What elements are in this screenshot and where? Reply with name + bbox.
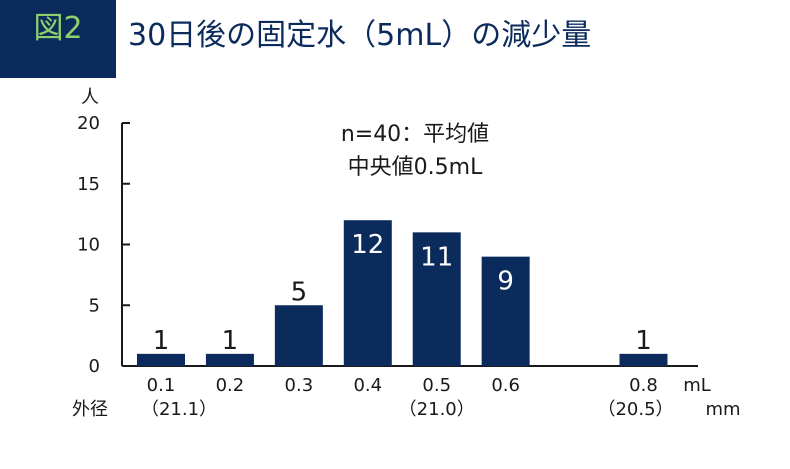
y-tick-label: 20	[77, 113, 100, 134]
outer-diameter-label: （21.0）	[399, 399, 475, 420]
bar	[137, 353, 185, 366]
bar	[205, 353, 254, 366]
bar-data-label: 1	[222, 326, 239, 356]
x-tick-label: 0.2	[216, 375, 245, 396]
bar	[619, 353, 668, 366]
y-tick-label: 15	[77, 174, 100, 195]
bar-data-label: 12	[351, 230, 384, 260]
figure-label-box: 図2	[0, 0, 116, 78]
annotation-line-1: n=40：平均値	[341, 122, 489, 147]
x-tick-label: 0.6	[491, 375, 520, 396]
outer-diameter-prefix: 外径	[72, 399, 108, 420]
bar	[481, 256, 530, 366]
bar	[412, 232, 461, 366]
y-tick-label: 10	[77, 235, 100, 256]
x-tick-label: 0.5	[422, 375, 451, 396]
bar-data-label: 9	[497, 267, 514, 297]
bar-data-label: 5	[291, 277, 308, 307]
bar	[343, 220, 392, 366]
outer-diameter-label: （20.5）	[597, 399, 673, 420]
bar-data-label: 1	[153, 326, 170, 356]
chart-title: 30日後の固定水（5mL）の減少量	[128, 18, 592, 53]
x-tick-label: 0.8	[629, 375, 658, 396]
bar-data-label: 11	[420, 242, 453, 272]
y-tick-label: 5	[89, 295, 100, 316]
bar	[274, 305, 323, 366]
outer-diameter-unit: mm	[705, 399, 740, 420]
y-axis-label: 人	[81, 87, 99, 108]
x-tick-label: 0.1	[147, 375, 176, 396]
outer-diameter-label: （21.1）	[141, 399, 217, 420]
x-axis-unit: mL	[683, 375, 711, 396]
annotation-line-2: 中央値0.5mL	[348, 155, 483, 180]
x-tick-label: 0.3	[285, 375, 314, 396]
bar-data-label: 1	[635, 326, 652, 356]
x-tick-label: 0.4	[353, 375, 382, 396]
y-tick-label: 0	[89, 356, 100, 377]
figure-label: 図2	[33, 11, 83, 46]
